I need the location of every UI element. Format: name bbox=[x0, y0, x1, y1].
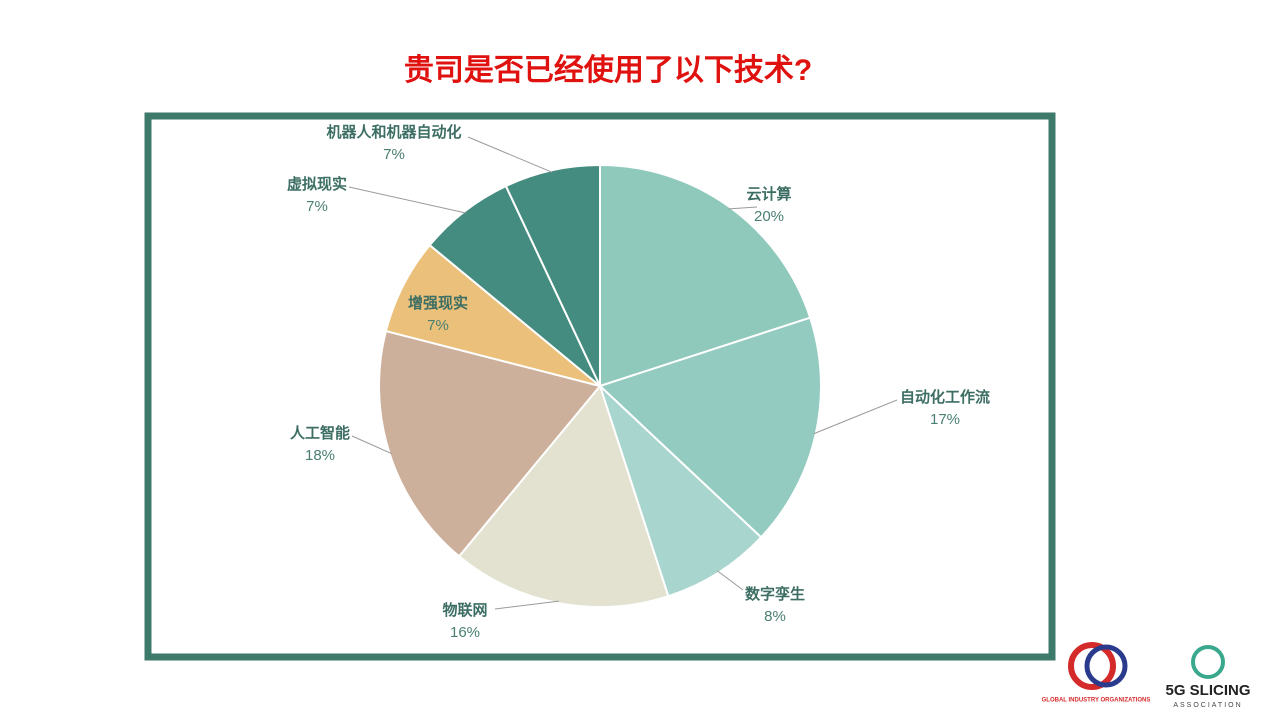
leader-line bbox=[728, 206, 758, 210]
pie-slice bbox=[504, 163, 601, 387]
slice-value-label: 7% bbox=[383, 146, 405, 163]
slice-value-label: 7% bbox=[306, 198, 328, 215]
frame bbox=[144, 112, 1056, 661]
logo-text: GLOBAL INDUSTRY ORGANIZATIONS bbox=[1042, 698, 1151, 704]
logo-ring bbox=[1191, 645, 1225, 679]
pie-slice bbox=[599, 385, 763, 598]
leader-line bbox=[494, 600, 560, 610]
slice-label: 机器人和机器自动化 bbox=[326, 123, 461, 141]
logo-ring bbox=[1068, 642, 1116, 690]
logo-text: ASSOCIATION bbox=[1173, 702, 1242, 709]
chart-title: 贵司是否已经使用了以下技术? bbox=[404, 53, 812, 87]
slice-label: 自动化工作流 bbox=[900, 388, 990, 406]
slice-value-label: 7% bbox=[427, 317, 449, 334]
slice-value-label: 18% bbox=[305, 447, 335, 464]
pie-slice bbox=[599, 163, 812, 388]
leader-line bbox=[717, 570, 744, 591]
slice-label: 虚拟现实 bbox=[287, 175, 347, 193]
slice-value-label: 17% bbox=[930, 411, 960, 428]
pie-slice bbox=[378, 329, 602, 558]
slice-label: 数字孪生 bbox=[745, 585, 805, 603]
leader-line bbox=[813, 399, 898, 435]
slice-value-label: 20% bbox=[754, 208, 784, 225]
logo-ring bbox=[1084, 644, 1128, 688]
slice-value-label: 8% bbox=[764, 608, 786, 625]
slice-label: 增强现实 bbox=[408, 294, 468, 312]
slice-label: 人工智能 bbox=[290, 424, 350, 442]
slice-label: 云计算 bbox=[746, 185, 791, 203]
leader-line bbox=[351, 435, 392, 455]
slice-label: 物联网 bbox=[442, 601, 487, 619]
pie-slice bbox=[457, 383, 670, 608]
leader-line bbox=[348, 186, 466, 214]
leader-line bbox=[467, 136, 553, 173]
gio-logo: GLOBAL INDUSTRY ORGANIZATIONS bbox=[1042, 642, 1151, 704]
slice-value-label: 16% bbox=[450, 624, 480, 641]
pie-slice bbox=[598, 316, 822, 539]
logo-text: 5G SLICING bbox=[1165, 682, 1250, 699]
slicing-logo: 5G SLICING ASSOCIATION bbox=[1165, 645, 1251, 709]
